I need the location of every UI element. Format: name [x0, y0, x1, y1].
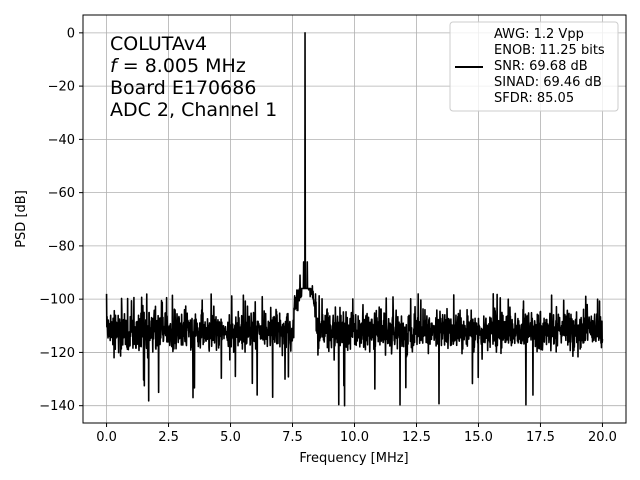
legend-text-snr: SNR: 69.68 dB	[494, 59, 588, 74]
x-tick-label: 20.0	[588, 430, 617, 445]
x-tick-label: 7.5	[282, 430, 303, 445]
annotation-line-1: COLUTAv4	[110, 33, 207, 55]
x-tick-label: 2.5	[158, 430, 179, 445]
annotation-freq-symbol: f	[110, 55, 120, 77]
series-layer	[105, 32, 604, 407]
x-tick-label: 0.0	[96, 430, 117, 445]
x-tick-label: 15.0	[464, 430, 493, 445]
annotation-line-3: Board E170686	[110, 77, 256, 99]
annotation: COLUTAv4 f = 8.005 MHz Board E170686 ADC…	[110, 33, 277, 121]
annotation-freq-value: = 8.005 MHz	[117, 55, 246, 77]
x-tick-label: 12.5	[402, 430, 431, 445]
legend: AWG: 1.2 Vpp ENOB: 11.25 bits SNR: 69.68…	[449, 21, 619, 112]
psd-series-line	[105, 32, 604, 407]
legend-text-enob: ENOB: 11.25 bits	[494, 43, 605, 58]
y-tick-label: −60	[48, 186, 75, 201]
annotation-line-2: f = 8.005 MHz	[110, 55, 246, 77]
y-tick-label: −80	[48, 239, 75, 254]
x-axis-label: Frequency [MHz]	[299, 451, 408, 466]
y-tick-label: −140	[39, 399, 75, 414]
y-tick-label: −20	[48, 80, 75, 95]
legend-text-sfdr: SFDR: 85.05	[494, 91, 574, 106]
x-tick-label: 5.0	[220, 430, 241, 445]
y-tick-label: −40	[48, 133, 75, 148]
legend-text-sinad: SINAD: 69.46 dB	[494, 75, 602, 90]
annotation-line-4: ADC 2, Channel 1	[110, 99, 277, 121]
legend-box	[449, 21, 619, 112]
y-tick-label: −100	[39, 293, 75, 308]
y-tick-label: 0	[67, 26, 75, 41]
ticks: 0.0 2.5 5.0 7.5 10.0 12.5 15.0 17.5 20.0 0 −20 −40 −…	[39, 26, 617, 445]
y-axis-label: PSD [dB]	[14, 190, 29, 248]
legend-text-awg: AWG: 1.2 Vpp	[494, 27, 584, 42]
x-tick-label: 10.0	[340, 430, 369, 445]
y-tick-label: −120	[39, 346, 75, 361]
x-tick-label: 17.5	[526, 430, 555, 445]
